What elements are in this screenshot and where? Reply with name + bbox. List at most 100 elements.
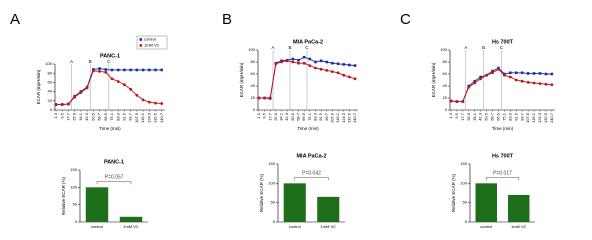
legend-marker	[139, 38, 143, 41]
injection-label: A	[70, 59, 73, 64]
point	[98, 67, 101, 70]
y-tick-label: 50	[463, 200, 468, 205]
point	[544, 72, 548, 76]
x-tick-label: 17.7	[65, 112, 70, 121]
point	[497, 67, 500, 71]
point	[336, 71, 340, 75]
point	[319, 59, 323, 63]
x-tick-label: 107.9	[134, 112, 139, 123]
injection-label: B	[482, 45, 485, 50]
y-tick-label: 100	[45, 61, 52, 66]
legend-label: control	[144, 37, 156, 42]
x-tick-label: 140.7	[159, 112, 164, 123]
point	[331, 61, 334, 65]
point	[79, 91, 83, 94]
point	[110, 68, 114, 72]
x-tick-label: 50.5	[290, 112, 295, 121]
point	[291, 60, 295, 64]
point	[342, 73, 346, 77]
point	[550, 83, 554, 87]
y-tick-label: 40	[48, 89, 53, 94]
x-tick-label: 9.5	[59, 112, 64, 118]
x-tick-label: 83.3	[115, 112, 120, 121]
y-tick-label: 60	[251, 71, 256, 76]
y-tick-label: 100	[440, 47, 447, 52]
x-tick-label: 1.3	[256, 112, 261, 118]
point	[314, 66, 317, 70]
x-tick-label: control	[480, 224, 492, 229]
significance-bracket	[486, 177, 519, 181]
injection-label: B	[288, 45, 291, 50]
bar	[508, 194, 530, 222]
panel-label: A	[10, 11, 20, 28]
point	[147, 68, 151, 72]
p-value: P=0.042	[302, 171, 321, 177]
x-tick-label: 34.1	[472, 112, 477, 121]
y-axis-label: ECAR (mpH/min)	[431, 62, 436, 97]
chart-title: MIA PaCa-2	[296, 153, 326, 159]
y-tick-label: 100	[460, 180, 467, 185]
x-tick-label: 25.9	[72, 112, 77, 121]
point	[526, 72, 530, 75]
x-tick-label: 42.3	[84, 112, 89, 121]
x-tick-label: 25.9	[466, 112, 471, 121]
x-tick-label: 25.9	[273, 112, 278, 121]
x-tick-label: control	[289, 224, 301, 229]
y-tick-label: 0	[75, 219, 78, 224]
x-tick-label: 91.5	[318, 112, 323, 121]
bar	[317, 196, 340, 222]
point	[285, 59, 289, 63]
point	[73, 95, 77, 99]
y-tick-label: 100	[70, 184, 77, 189]
point	[123, 83, 126, 87]
point	[532, 81, 536, 85]
point	[257, 96, 261, 100]
y-tick-label: 150	[70, 167, 77, 172]
point	[85, 86, 89, 90]
legend-box	[136, 35, 168, 50]
point	[123, 68, 126, 72]
point	[141, 98, 145, 102]
x-tick-label: 116.1	[531, 112, 536, 122]
point	[116, 68, 120, 72]
point	[473, 79, 476, 83]
point	[538, 72, 542, 75]
y-tick-label: 40	[443, 83, 448, 88]
point	[280, 60, 283, 64]
point	[302, 55, 306, 59]
point	[98, 69, 101, 73]
x-tick-label: 99.7	[324, 112, 329, 121]
x-tick-label: 58.7	[97, 112, 102, 121]
injection-label: C	[305, 45, 309, 50]
x-tick-label: 99.7	[519, 112, 524, 121]
y-axis-label: Relative ECAR (%)	[259, 173, 264, 212]
y-tick-label: 40	[251, 83, 256, 88]
point	[160, 68, 164, 72]
x-tick-label: 1mM VC	[123, 224, 139, 229]
y-tick-label: 80	[443, 59, 448, 64]
point	[526, 81, 530, 84]
legend-label: 1mM VC	[144, 43, 160, 48]
legend-marker	[139, 44, 143, 47]
point	[347, 75, 351, 79]
x-tick-label: 83.3	[507, 112, 512, 121]
x-tick-label: 140.7	[549, 112, 554, 123]
point	[449, 99, 453, 103]
y-tick-label: 0	[50, 107, 53, 112]
point	[297, 61, 300, 65]
panel-label: C	[400, 11, 411, 28]
point	[485, 73, 488, 77]
point	[520, 79, 524, 83]
point	[129, 87, 133, 91]
x-tick-label: 34.1	[279, 112, 284, 121]
x-tick-label: 42.3	[478, 112, 483, 121]
point	[135, 93, 139, 97]
y-tick-label: 50	[271, 200, 276, 205]
point	[154, 101, 157, 105]
x-tick-label: 66.9	[301, 112, 306, 121]
point	[319, 67, 323, 71]
x-axis-label: Time (min)	[492, 126, 514, 131]
point	[473, 81, 477, 85]
point	[104, 70, 108, 74]
point	[514, 78, 518, 82]
